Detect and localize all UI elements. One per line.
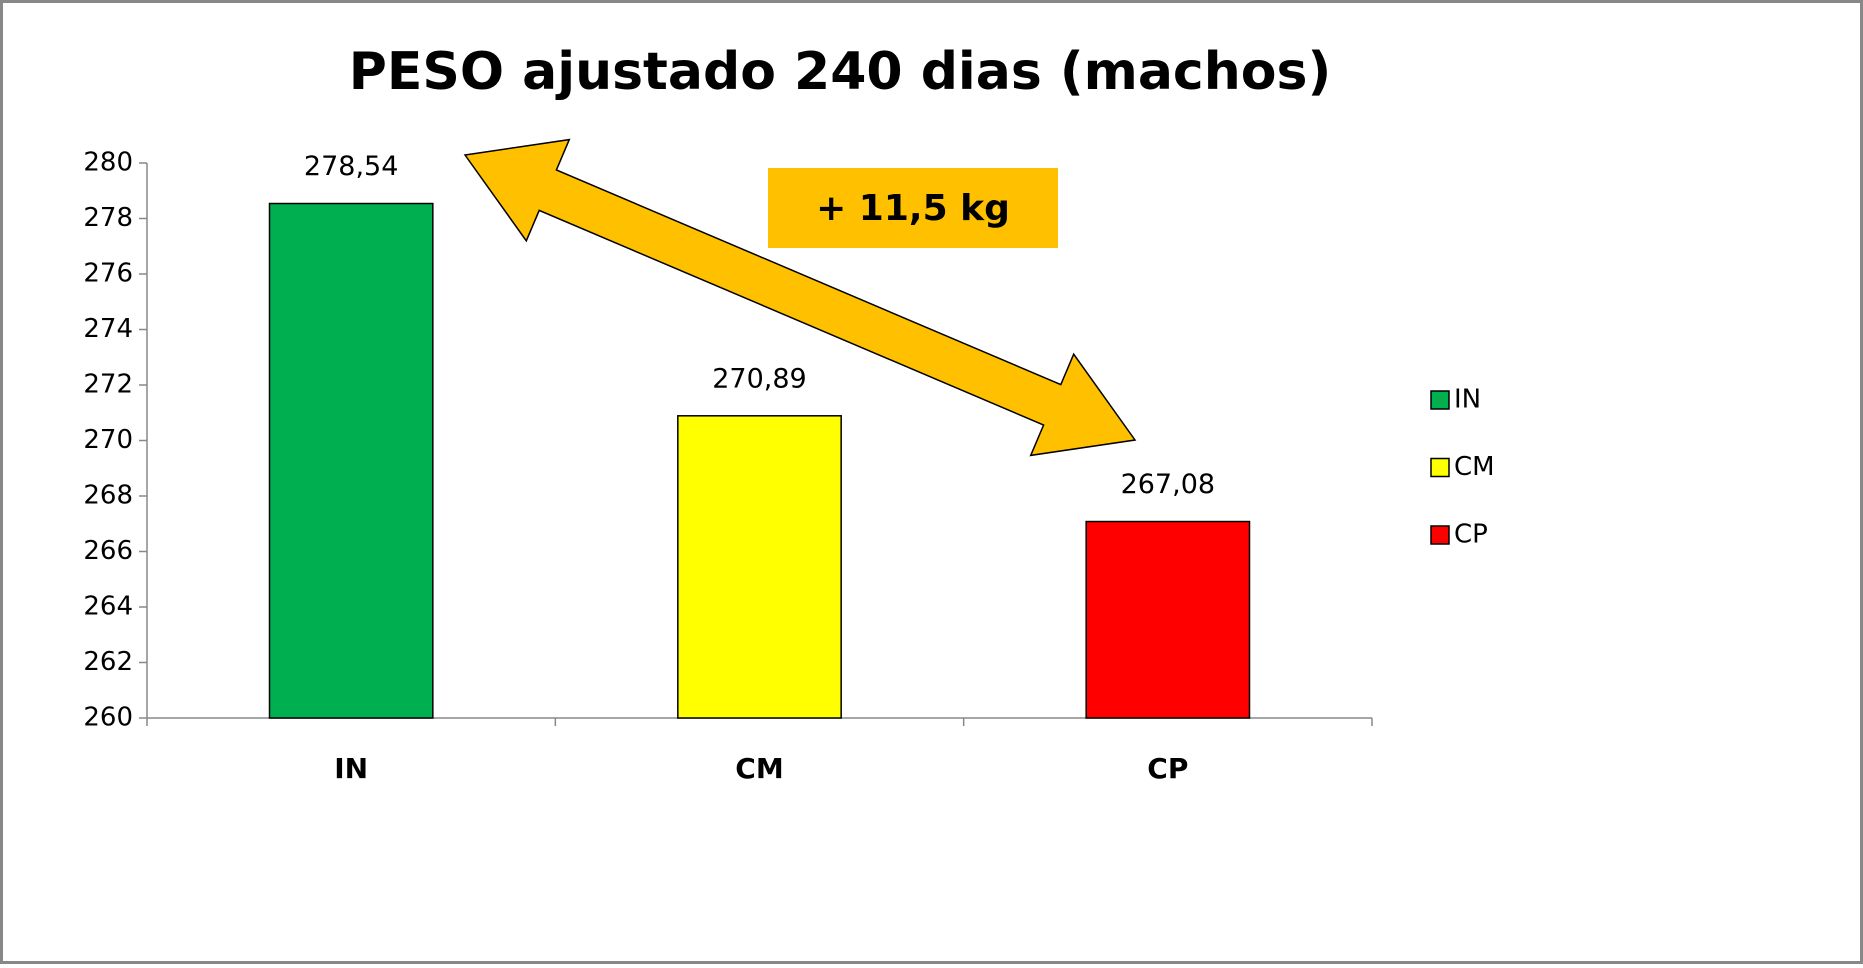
y-tick-label: 264	[83, 592, 133, 622]
y-tick-label: 272	[83, 370, 133, 400]
annotation: + 11,5 kg	[816, 188, 1010, 229]
y-tick-label: 260	[83, 703, 133, 733]
value-label: 267,08	[1121, 469, 1215, 500]
legend-swatch	[1430, 390, 1450, 410]
legend-label: IN	[1454, 385, 1481, 415]
x-tick-label: IN	[334, 752, 368, 785]
chart-title: PESO ajustado 240 dias (machos)	[349, 42, 1331, 102]
y-tick-label: 276	[83, 259, 133, 289]
legend-label: CP	[1454, 520, 1488, 550]
bar	[268, 202, 434, 719]
annotation-box	[768, 168, 1058, 248]
y-tick-label: 262	[83, 647, 133, 677]
plot-area: 260 262 264 266 268 270 272 274 276 278 280 278,54 I…	[83, 148, 1494, 786]
legend-swatch	[1430, 525, 1450, 545]
x-tick-label: CM	[735, 752, 783, 785]
x-tick-label: CP	[1147, 752, 1188, 785]
y-tick-label: 280	[83, 148, 133, 178]
legend-label: CM	[1454, 452, 1495, 482]
bar	[1085, 520, 1251, 719]
y-tick-label: 274	[83, 314, 133, 344]
value-label: 270,89	[712, 363, 806, 394]
y-tick-label: 268	[83, 481, 133, 511]
value-label: 278,54	[304, 151, 398, 182]
y-tick-label: 266	[83, 536, 133, 566]
bar	[677, 415, 842, 719]
legend-swatch	[1430, 457, 1450, 478]
y-tick-label: 278	[83, 203, 133, 233]
double-arrow	[463, 138, 1137, 457]
y-tick-label: 270	[83, 425, 133, 455]
